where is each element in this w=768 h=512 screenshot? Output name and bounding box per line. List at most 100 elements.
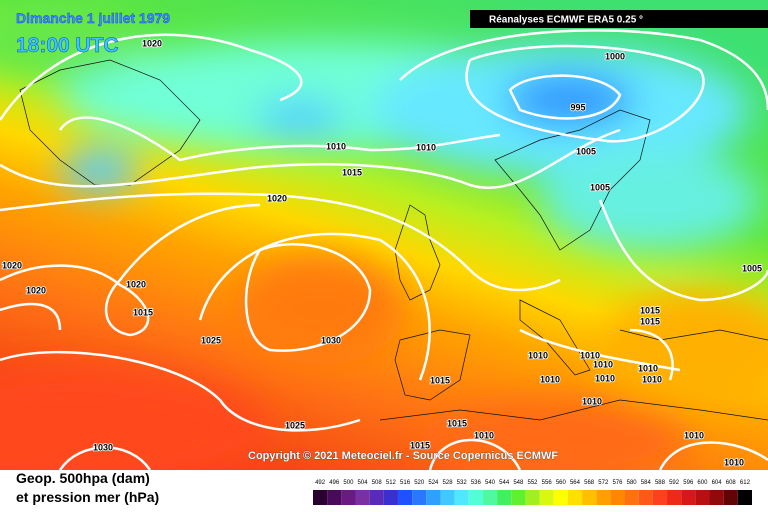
scale-swatch [582, 490, 597, 505]
scale-label: 568 [584, 480, 595, 486]
scale-label: 536 [471, 480, 482, 486]
field-shading [0, 0, 768, 470]
color-scale: 492 496 500 504 508 512 516 520 524 528 532 536 540 5… [313, 480, 752, 505]
scale-label: 604 [712, 480, 723, 486]
scale-label: 612 [740, 480, 751, 486]
scale-label: 576 [612, 480, 623, 486]
scale-swatch [426, 490, 441, 505]
scale-label: 504 [358, 480, 369, 486]
isobars [0, 29, 768, 470]
isobar-label: 1030 [321, 335, 341, 345]
isobar-label: 1010 [684, 430, 704, 440]
isobar-label: 1020 [267, 193, 287, 203]
coastlines [19, 59, 768, 421]
scale-label: 548 [513, 480, 524, 486]
map-area [0, 0, 768, 470]
isobar-label: 1015 [640, 316, 660, 326]
scale-label: 528 [443, 480, 454, 486]
isobar-label: 1015 [640, 305, 660, 315]
scale-label: 524 [428, 480, 439, 486]
scale-swatch [525, 490, 540, 505]
scale-label: 552 [527, 480, 538, 486]
isobar-label: 1025 [285, 420, 305, 430]
scale-label: 608 [726, 480, 737, 486]
isobar-label: 1010 [642, 374, 662, 384]
isobar-label: 1010 [724, 457, 744, 467]
scale-swatch [511, 490, 526, 505]
scale-swatch [369, 490, 384, 505]
scale-label: 600 [697, 480, 708, 486]
isobar-label: 1020 [126, 279, 146, 289]
scale-label: 496 [329, 480, 340, 486]
isobar-label: 1005 [576, 146, 596, 156]
isobar-label: 1015 [133, 307, 153, 317]
isobar-label: 1005 [590, 182, 610, 192]
isobar-label: 1020 [26, 285, 46, 295]
scale-label: 544 [499, 480, 510, 486]
scale-swatch [695, 490, 710, 505]
scale-swatch [454, 490, 469, 505]
scale-swatch [313, 490, 328, 505]
isobar-label: 1010 [474, 430, 494, 440]
scale-label: 540 [485, 480, 496, 486]
isobar-label: 1020 [142, 38, 162, 48]
scale-label: 592 [669, 480, 680, 486]
scale-label: 560 [556, 480, 567, 486]
isobar-label: 1010 [580, 350, 600, 360]
scale-swatch [539, 490, 554, 505]
scale-swatch [723, 490, 738, 505]
copyright: Copyright © 2021 Meteociel.fr - Source C… [248, 450, 558, 462]
scale-swatch [596, 490, 611, 505]
scale-swatch [709, 490, 724, 505]
isobar-label: 1015 [342, 167, 362, 177]
isobar-label: 1010 [326, 141, 346, 151]
scale-label: 508 [372, 480, 383, 486]
scale-swatch [397, 490, 413, 505]
isobar-label: 995 [570, 102, 585, 112]
scale-label: 564 [570, 480, 581, 486]
isobar-label: 1015 [430, 375, 450, 385]
scale-swatch [440, 490, 455, 505]
scale-label: 572 [598, 480, 609, 486]
isobar-label: 1010 [582, 396, 602, 406]
scale-swatch [327, 490, 342, 505]
isobar-label: 1015 [447, 418, 467, 428]
source-label: Réanalyses ECMWF ERA5 0.25 ° [489, 15, 643, 26]
scale-swatch [638, 490, 653, 505]
scale-label: 520 [414, 480, 425, 486]
time-label: 18:00 UTC [16, 34, 119, 57]
scale-label: 500 [343, 480, 354, 486]
source-box [470, 10, 768, 28]
scale-label: 580 [627, 480, 638, 486]
scale-swatch [482, 490, 498, 505]
scale-swatch [610, 490, 625, 505]
scale-swatch [497, 490, 512, 505]
isobar-label: 1010 [638, 363, 658, 373]
isobar-label: 1030 [93, 442, 113, 452]
scale-label: 596 [683, 480, 694, 486]
scale-swatch [652, 490, 668, 505]
scale-swatch [624, 490, 639, 505]
scale-swatch [553, 490, 568, 505]
isobar-label: 1010 [528, 350, 548, 360]
scale-label: 532 [457, 480, 468, 486]
isobar-label: 1010 [540, 374, 560, 384]
scale-label: 588 [655, 480, 666, 486]
isobar-label: 1025 [201, 335, 221, 345]
isobar-label: 1020 [2, 260, 22, 270]
scale-swatch [681, 490, 696, 505]
isobar-label: 1010 [416, 142, 436, 152]
scale-label: 492 [315, 480, 326, 486]
scale-swatch [737, 490, 752, 505]
scale-label: 584 [641, 480, 652, 486]
isobar-label: 1000 [605, 51, 625, 61]
legend-line2: et pression mer (hPa) [16, 489, 159, 505]
scale-swatch [667, 490, 682, 505]
scale-label: 516 [400, 480, 411, 486]
scale-swatch [355, 490, 370, 505]
scale-swatch [468, 490, 483, 505]
isobar-label: 1010 [593, 359, 613, 369]
scale-swatch [383, 490, 398, 505]
